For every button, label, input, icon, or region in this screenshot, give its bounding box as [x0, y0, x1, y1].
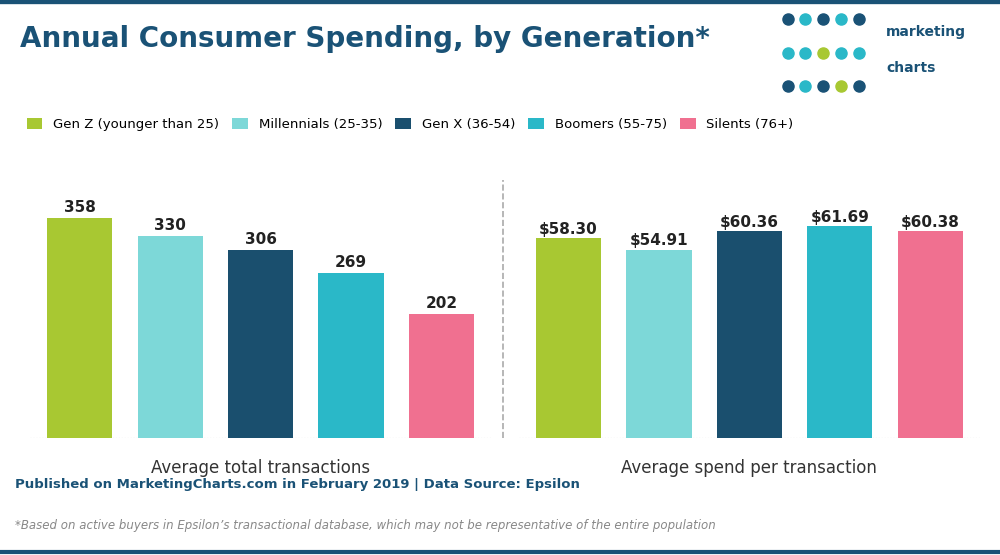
Text: Average total transactions: Average total transactions [151, 459, 370, 477]
Text: 358: 358 [64, 200, 96, 215]
Text: $60.36: $60.36 [720, 215, 779, 230]
Text: 306: 306 [245, 233, 277, 248]
Text: Annual Consumer Spending, by Generation*: Annual Consumer Spending, by Generation* [20, 25, 710, 53]
Bar [138, 236, 203, 438]
Text: *Based on active buyers in Epsilon’s transactional database, which may not be re: *Based on active buyers in Epsilon’s tra… [15, 519, 716, 532]
Text: $58.30: $58.30 [539, 222, 598, 237]
Text: $61.69: $61.69 [810, 210, 869, 225]
Bar [717, 231, 782, 438]
Text: marketing: marketing [886, 25, 966, 39]
Bar [626, 250, 692, 438]
Text: 330: 330 [154, 218, 186, 233]
Text: 269: 269 [335, 255, 367, 270]
Bar [409, 314, 474, 438]
Legend: Gen Z (younger than 25), Millennials (25-35), Gen X (36-54), Boomers (55-75), Si: Gen Z (younger than 25), Millennials (25… [27, 118, 794, 131]
Bar [807, 226, 872, 438]
Text: charts: charts [886, 60, 936, 74]
Bar [536, 238, 601, 438]
Text: $54.91: $54.91 [630, 234, 688, 249]
Bar [228, 250, 293, 438]
Text: $60.38: $60.38 [901, 215, 960, 230]
Bar [318, 273, 384, 438]
Text: Average spend per transaction: Average spend per transaction [621, 459, 877, 477]
Bar [47, 219, 112, 438]
Text: 202: 202 [425, 296, 457, 311]
Text: Published on MarketingCharts.com in February 2019 | Data Source: Epsilon: Published on MarketingCharts.com in Febr… [15, 478, 580, 491]
Bar [898, 231, 963, 438]
